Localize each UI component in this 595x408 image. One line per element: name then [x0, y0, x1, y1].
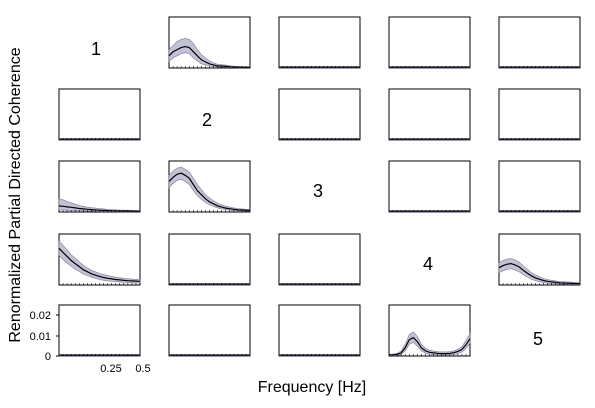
panel-frame [498, 88, 581, 141]
panel-frame [278, 16, 361, 69]
panel-r5-c2 [168, 304, 251, 357]
panel-r2-c4 [388, 88, 471, 141]
panel-r1-c3 [278, 16, 361, 69]
diagonal-label-2: 2 [202, 110, 212, 130]
mean-line [168, 172, 251, 211]
panel-r1-c5 [498, 16, 581, 69]
panel-frame [278, 304, 361, 357]
panel-frame [278, 233, 361, 286]
mean-line [168, 45, 250, 68]
confidence-band [388, 331, 471, 357]
panel-frame [58, 304, 141, 357]
y-tick-label-0: 0 [45, 351, 51, 363]
panel-frame [58, 88, 141, 141]
panel-r4-c2 [168, 233, 251, 286]
y-tick-label-001: 0.01 [30, 331, 51, 343]
panel-r5-c4 [388, 304, 471, 357]
panel-r5-c3 [278, 304, 361, 357]
panel-r4-c5 [498, 233, 581, 286]
panel-frame [388, 160, 471, 213]
panel-frame [168, 233, 251, 286]
x-tick-label-05: 0.5 [135, 363, 150, 375]
mean-line [498, 262, 580, 285]
mean-line [388, 336, 471, 356]
panel-frame [498, 160, 581, 213]
panel-frame [388, 88, 471, 141]
panel-r3-c5 [498, 160, 581, 213]
y-axis-label: Renormalized Partial Directed Coherence [7, 47, 24, 342]
panel-r2-c1 [58, 88, 141, 141]
x-axis-label: Frequency [Hz] [258, 379, 366, 396]
panel-r1-c2 [168, 16, 251, 69]
panel-frame [498, 16, 581, 69]
panel-r3-c4 [388, 160, 471, 213]
panel-r3-c2 [168, 160, 251, 213]
panel-frame [168, 304, 251, 357]
diagonal-label-1: 1 [91, 39, 101, 59]
diagonal-label-3: 3 [313, 181, 323, 201]
panel-r2-c5 [498, 88, 581, 141]
panel-frame [388, 16, 471, 69]
panel-frame [278, 88, 361, 141]
panel-grid [58, 16, 581, 357]
panel-r5-c1 [58, 304, 141, 357]
panel-r2-c3 [278, 88, 361, 141]
diagonal-label-5: 5 [533, 329, 543, 349]
panel-r1-c4 [388, 16, 471, 69]
y-tick-label-002: 0.02 [30, 310, 51, 322]
mean-line [58, 247, 141, 282]
diagonal-label-4: 4 [423, 254, 433, 274]
panel-frame [388, 304, 471, 357]
panel-r4-c3 [278, 233, 361, 286]
panel-r3-c1 [58, 160, 141, 213]
x-tick-label-025: 0.25 [100, 363, 121, 375]
panel-r4-c1 [58, 233, 141, 286]
